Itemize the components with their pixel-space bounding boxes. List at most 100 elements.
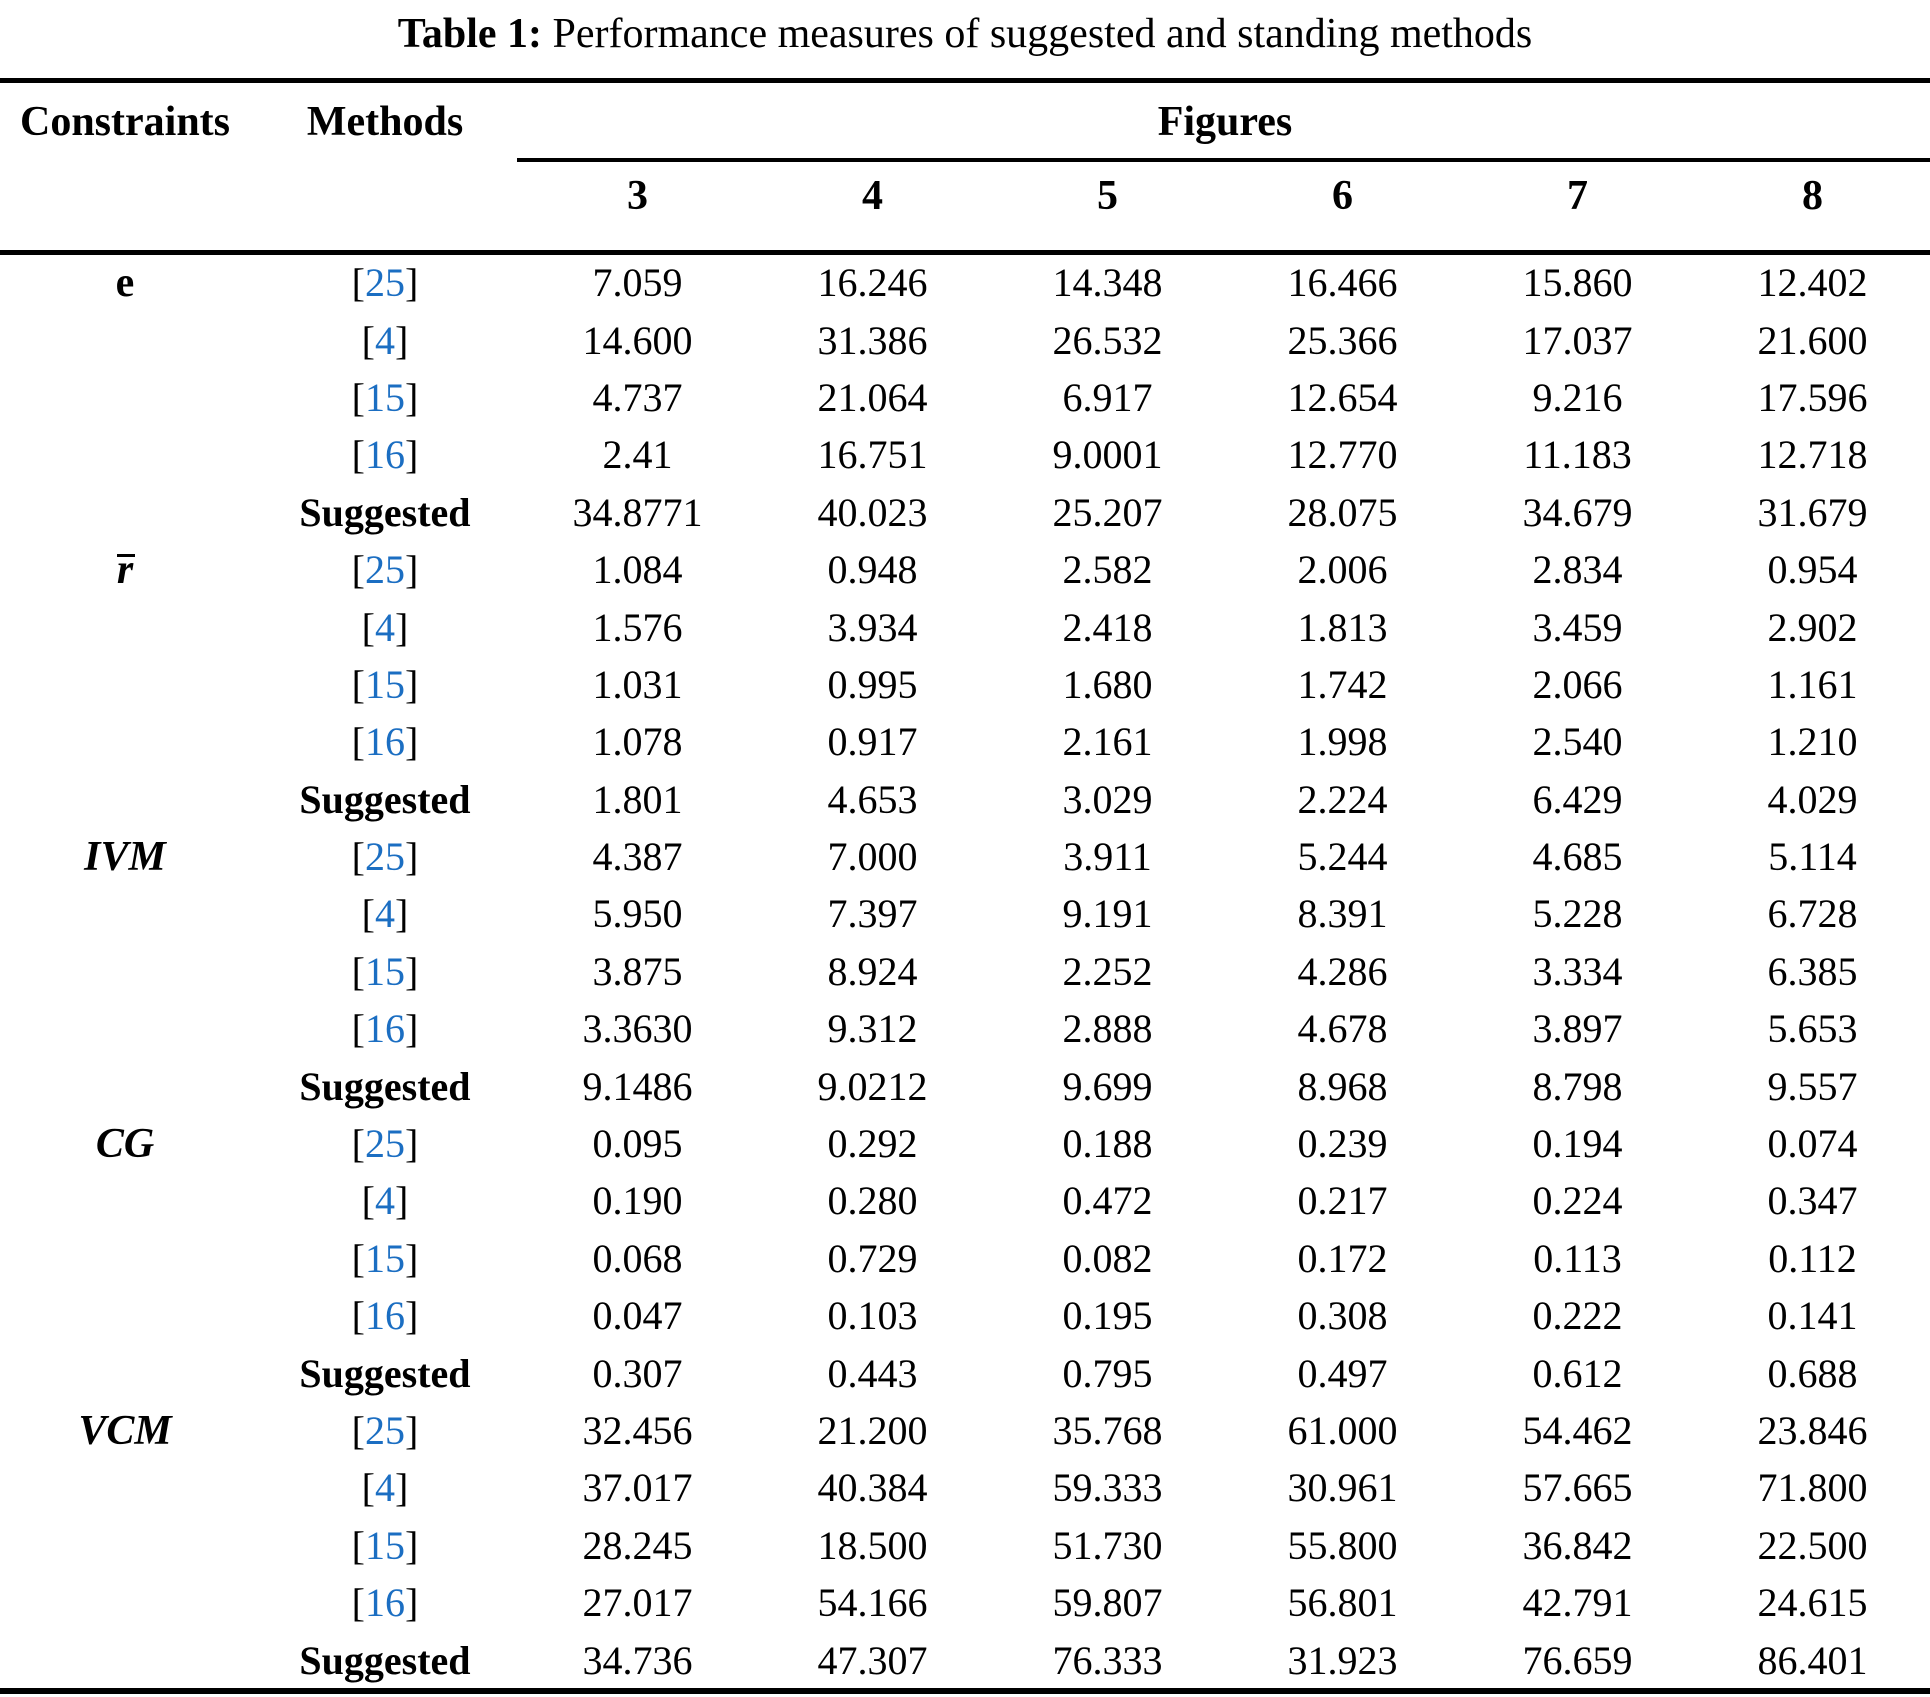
- value-cell-fig6: 12.654: [1287, 374, 1398, 420]
- value-cell-fig3: 1.576: [592, 604, 683, 650]
- value-cell-fig5: 0.188: [1062, 1121, 1153, 1167]
- value-cell-fig7: 8.798: [1532, 1063, 1623, 1109]
- citation-link-16[interactable]: [16]: [351, 1006, 419, 1052]
- header-constraints: Constraints: [19, 99, 231, 145]
- method-cell: Suggested: [250, 776, 520, 823]
- citation-link-16[interactable]: [16]: [351, 719, 419, 765]
- value-cell-fig4: 0.995: [827, 661, 918, 707]
- method-cell: [15]: [250, 948, 520, 995]
- value-cell-fig7: 5.228: [1532, 891, 1623, 937]
- table-row: [15] 3.875 8.924 2.252 4.286 3.334 6.385: [0, 943, 1930, 1000]
- value-cell-fig4: 4.653: [827, 776, 918, 822]
- value-cell-fig7: 0.224: [1532, 1178, 1623, 1224]
- bottom-rule: [0, 1688, 1930, 1694]
- overbar-r: r: [116, 546, 136, 593]
- value-cell-fig7: 3.334: [1532, 948, 1623, 994]
- value-cell-fig7: 17.037: [1522, 317, 1633, 363]
- citation-link-15[interactable]: [15]: [351, 661, 419, 707]
- value-cell-fig6: 0.239: [1297, 1121, 1388, 1167]
- header-methods: Methods: [306, 99, 464, 145]
- value-cell-fig4: 9.312: [827, 1006, 918, 1052]
- citation-link-15[interactable]: [15]: [351, 1522, 419, 1568]
- value-cell-fig7: 4.685: [1532, 834, 1623, 880]
- value-cell-fig7: 54.462: [1522, 1408, 1633, 1453]
- citation-link-4[interactable]: [4]: [361, 1178, 409, 1224]
- value-cell-fig4: 16.246: [817, 260, 928, 306]
- table-row: VCM [25] 32.456 21.200 35.768 61.000 54.462 23.…: [0, 1402, 1930, 1459]
- value-cell-fig6: 2.224: [1297, 776, 1388, 822]
- value-cell-fig4: 21.064: [817, 374, 928, 420]
- citation-number: 16: [365, 1580, 405, 1626]
- method-cell: [25]: [250, 833, 520, 880]
- method-cell: [15]: [250, 374, 520, 421]
- citation-link-4[interactable]: [4]: [361, 604, 409, 650]
- table-row: [15] 28.245 18.500 51.730 55.800 36.842 22.500: [0, 1517, 1930, 1574]
- value-cell-fig3: 3.875: [592, 948, 683, 994]
- value-cell-fig5: 2.888: [1062, 1006, 1153, 1052]
- value-cell-fig8: 0.074: [1767, 1121, 1858, 1167]
- value-cell-fig5: 2.252: [1062, 948, 1153, 994]
- citation-number: 15: [365, 1522, 405, 1568]
- value-cell-fig4: 0.443: [827, 1350, 918, 1396]
- citation-link-25[interactable]: [25]: [351, 260, 419, 306]
- citation-link-25[interactable]: [25]: [351, 1121, 419, 1167]
- table-row: r [25] 1.084 0.948 2.582 2.006 2.834 0.954: [0, 541, 1930, 598]
- value-cell-fig6: 31.923: [1287, 1637, 1398, 1683]
- value-cell-fig5: 6.917: [1062, 374, 1153, 420]
- table-row: Suggested 9.1486 9.0212 9.699 8.968 8.798 9.55…: [0, 1057, 1930, 1114]
- method-cell: Suggested: [250, 1063, 520, 1110]
- table-row: [15] 0.068 0.729 0.082 0.172 0.113 0.112: [0, 1230, 1930, 1287]
- value-cell-fig7: 34.679: [1522, 489, 1633, 535]
- citation-link-4[interactable]: [4]: [361, 1465, 409, 1511]
- value-cell-fig7: 36.842: [1522, 1522, 1633, 1568]
- value-cell-fig5: 1.680: [1062, 661, 1153, 707]
- citation-link-15[interactable]: [15]: [351, 374, 419, 420]
- citation-number: 25: [365, 834, 405, 880]
- value-cell-fig4: 31.386: [817, 317, 928, 363]
- citation-link-16[interactable]: [16]: [351, 1293, 419, 1339]
- citation-link-25[interactable]: [25]: [351, 1408, 419, 1453]
- figures-underline-rule: [517, 158, 1930, 162]
- value-cell-fig3: 37.017: [582, 1465, 693, 1511]
- table-row: [15] 1.031 0.995 1.680 1.742 2.066 1.161: [0, 656, 1930, 713]
- value-cell-fig3: 1.801: [592, 776, 683, 822]
- value-cell-fig4: 16.751: [817, 432, 928, 478]
- value-cell-fig8: 5.653: [1767, 1006, 1858, 1052]
- value-cell-fig4: 0.729: [827, 1235, 918, 1281]
- top-rule: [0, 78, 1930, 83]
- figure-column-header-4: 4: [862, 173, 883, 219]
- value-cell-fig4: 0.103: [827, 1293, 918, 1339]
- citation-link-16[interactable]: [16]: [351, 1580, 419, 1626]
- figure-column-header-3: 3: [627, 173, 648, 219]
- figure-column-headers: 3 4 5 6 7 8: [520, 166, 1930, 226]
- value-cell-fig6: 25.366: [1287, 317, 1398, 363]
- citation-number: 4: [375, 604, 395, 650]
- citation-number: 16: [365, 1006, 405, 1052]
- suggested-method-label: Suggested: [299, 1063, 471, 1109]
- value-cell-fig5: 26.532: [1052, 317, 1163, 363]
- citation-number: 15: [365, 1235, 405, 1281]
- value-cell-fig8: 22.500: [1757, 1522, 1868, 1568]
- citation-link-16[interactable]: [16]: [351, 432, 419, 478]
- citation-link-15[interactable]: [15]: [351, 948, 419, 994]
- value-cell-fig5: 51.730: [1052, 1522, 1163, 1568]
- table-header-row: Constraints Methods Figures: [0, 92, 1930, 152]
- citation-link-15[interactable]: [15]: [351, 1235, 419, 1281]
- table-caption: Table 1: Performance measures of suggest…: [0, 8, 1930, 61]
- table-row: [16] 27.017 54.166 59.807 56.801 42.791 24.615: [0, 1574, 1930, 1631]
- value-cell-fig5: 76.333: [1052, 1637, 1163, 1683]
- citation-link-25[interactable]: [25]: [351, 547, 419, 593]
- citation-link-25[interactable]: [25]: [351, 834, 419, 880]
- value-cell-fig8: 6.728: [1767, 891, 1858, 937]
- value-cell-fig6: 1.813: [1297, 604, 1388, 650]
- value-cell-fig6: 55.800: [1287, 1522, 1398, 1568]
- value-cell-fig6: 0.172: [1297, 1235, 1388, 1281]
- citation-link-4[interactable]: [4]: [361, 891, 409, 937]
- value-cell-fig3: 1.078: [592, 719, 683, 765]
- value-cell-fig4: 40.384: [817, 1465, 928, 1511]
- value-cell-fig3: 9.1486: [582, 1063, 693, 1109]
- citation-link-4[interactable]: [4]: [361, 317, 409, 363]
- value-cell-fig6: 61.000: [1287, 1408, 1398, 1453]
- value-cell-fig5: 0.082: [1062, 1235, 1153, 1281]
